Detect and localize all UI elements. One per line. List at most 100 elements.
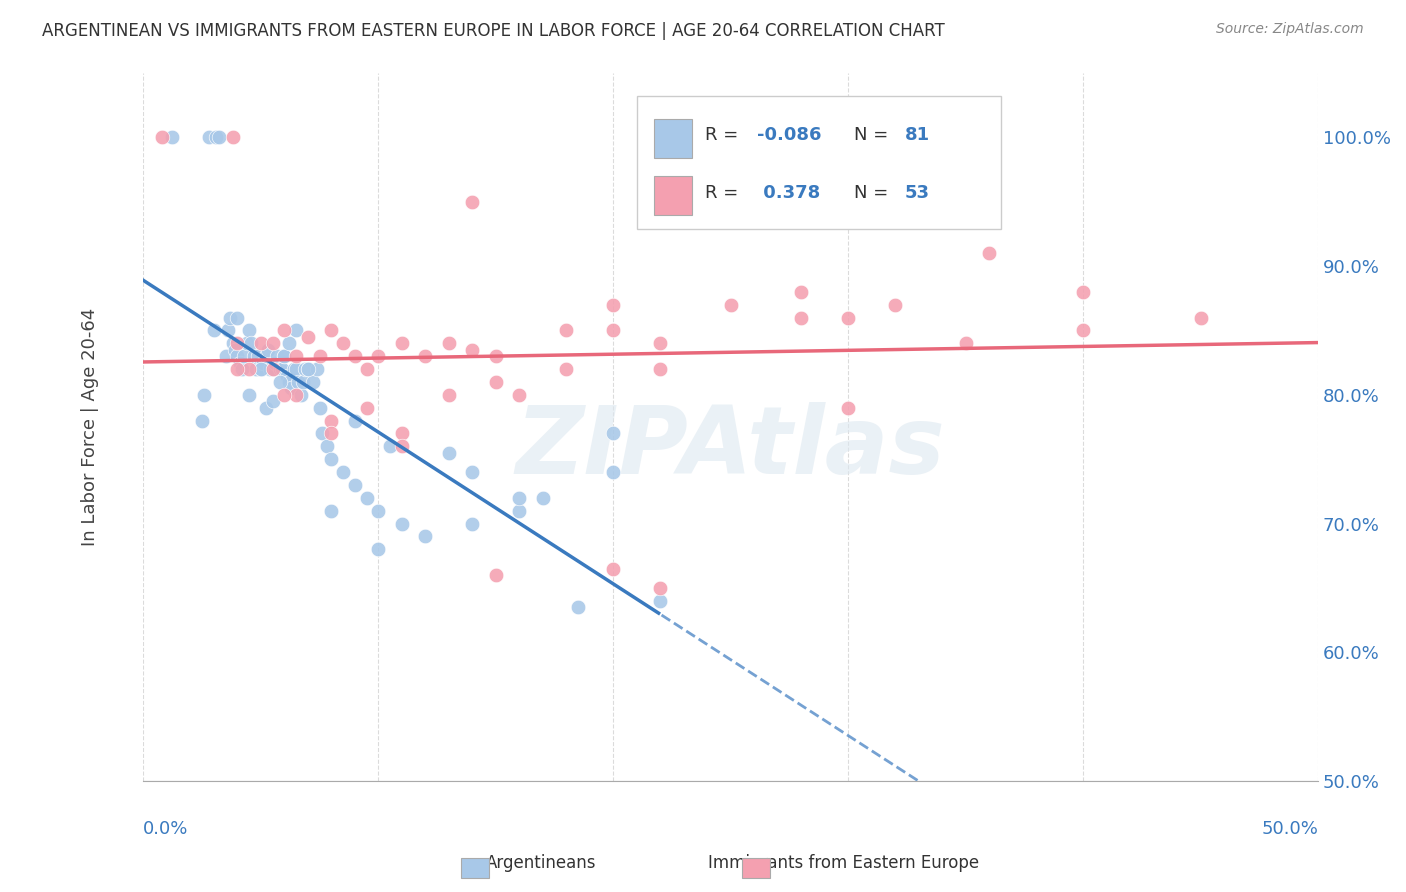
Point	[308, 401, 330, 415]
Point	[413, 349, 436, 363]
Point	[297, 330, 319, 344]
Text: ZIPAtlas: ZIPAtlas	[516, 402, 946, 494]
Point	[193, 388, 215, 402]
Point	[1189, 310, 1212, 325]
Point	[271, 362, 294, 376]
Point	[219, 310, 242, 325]
Text: N =: N =	[853, 185, 894, 202]
Point	[321, 414, 343, 428]
Point	[837, 401, 859, 415]
Point	[266, 349, 288, 363]
Point	[790, 310, 813, 325]
Text: Argentineans: Argentineans	[486, 855, 596, 872]
Point	[720, 298, 742, 312]
Point	[1071, 285, 1094, 299]
Point	[250, 362, 273, 376]
Point	[226, 362, 249, 376]
Point	[259, 362, 281, 376]
Point	[650, 362, 672, 376]
Point	[292, 375, 315, 389]
Point	[257, 343, 280, 357]
Point	[217, 323, 239, 337]
Point	[790, 285, 813, 299]
Point	[202, 323, 225, 337]
Point	[602, 562, 624, 576]
Point	[278, 375, 301, 389]
FancyBboxPatch shape	[637, 95, 1001, 228]
Point	[252, 356, 274, 370]
Point	[226, 336, 249, 351]
Point	[264, 356, 287, 370]
Point	[602, 323, 624, 337]
Point	[602, 298, 624, 312]
Point	[250, 336, 273, 351]
Point	[437, 388, 460, 402]
Point	[461, 343, 484, 357]
Point	[356, 401, 378, 415]
Point	[508, 491, 530, 505]
Point	[198, 130, 221, 145]
Point	[567, 600, 589, 615]
Point	[650, 594, 672, 608]
Point	[315, 439, 337, 453]
Point	[273, 323, 295, 337]
Point	[367, 504, 389, 518]
Point	[301, 375, 323, 389]
Point	[321, 504, 343, 518]
Point	[297, 362, 319, 376]
Point	[555, 323, 578, 337]
Point	[285, 388, 308, 402]
Point	[332, 465, 354, 479]
Point	[290, 388, 312, 402]
Point	[233, 349, 256, 363]
Point	[205, 130, 228, 145]
Point	[378, 439, 401, 453]
Point	[238, 388, 260, 402]
Point	[332, 336, 354, 351]
Point	[343, 414, 366, 428]
Point	[231, 362, 253, 376]
Point	[602, 465, 624, 479]
Point	[321, 452, 343, 467]
Point	[245, 362, 267, 376]
Text: 0.378: 0.378	[756, 185, 820, 202]
Point	[262, 362, 284, 376]
Point	[273, 349, 295, 363]
Point	[413, 529, 436, 543]
Point	[247, 349, 270, 363]
Point	[278, 336, 301, 351]
Point	[238, 362, 260, 376]
Point	[356, 491, 378, 505]
Point	[321, 323, 343, 337]
Point	[884, 298, 907, 312]
Point	[461, 516, 484, 531]
Point	[461, 465, 484, 479]
Point	[273, 349, 295, 363]
Point	[254, 349, 277, 363]
Point	[1071, 323, 1094, 337]
Point	[283, 362, 305, 376]
Point	[228, 356, 250, 370]
Point	[555, 362, 578, 376]
Point	[285, 362, 308, 376]
Point	[226, 310, 249, 325]
Point	[979, 246, 1001, 260]
Point	[221, 130, 243, 145]
Point	[297, 362, 319, 376]
Point	[207, 130, 229, 145]
Point	[262, 394, 284, 409]
Point	[531, 491, 554, 505]
Text: -0.086: -0.086	[756, 127, 821, 145]
Point	[285, 349, 308, 363]
Point	[508, 504, 530, 518]
Point	[343, 478, 366, 492]
Text: R =: R =	[704, 127, 744, 145]
Point	[221, 336, 243, 351]
Point	[650, 336, 672, 351]
Text: N =: N =	[853, 127, 894, 145]
Point	[391, 516, 413, 531]
Point	[160, 130, 183, 145]
Text: 81: 81	[904, 127, 929, 145]
Point	[356, 362, 378, 376]
Point	[226, 349, 249, 363]
